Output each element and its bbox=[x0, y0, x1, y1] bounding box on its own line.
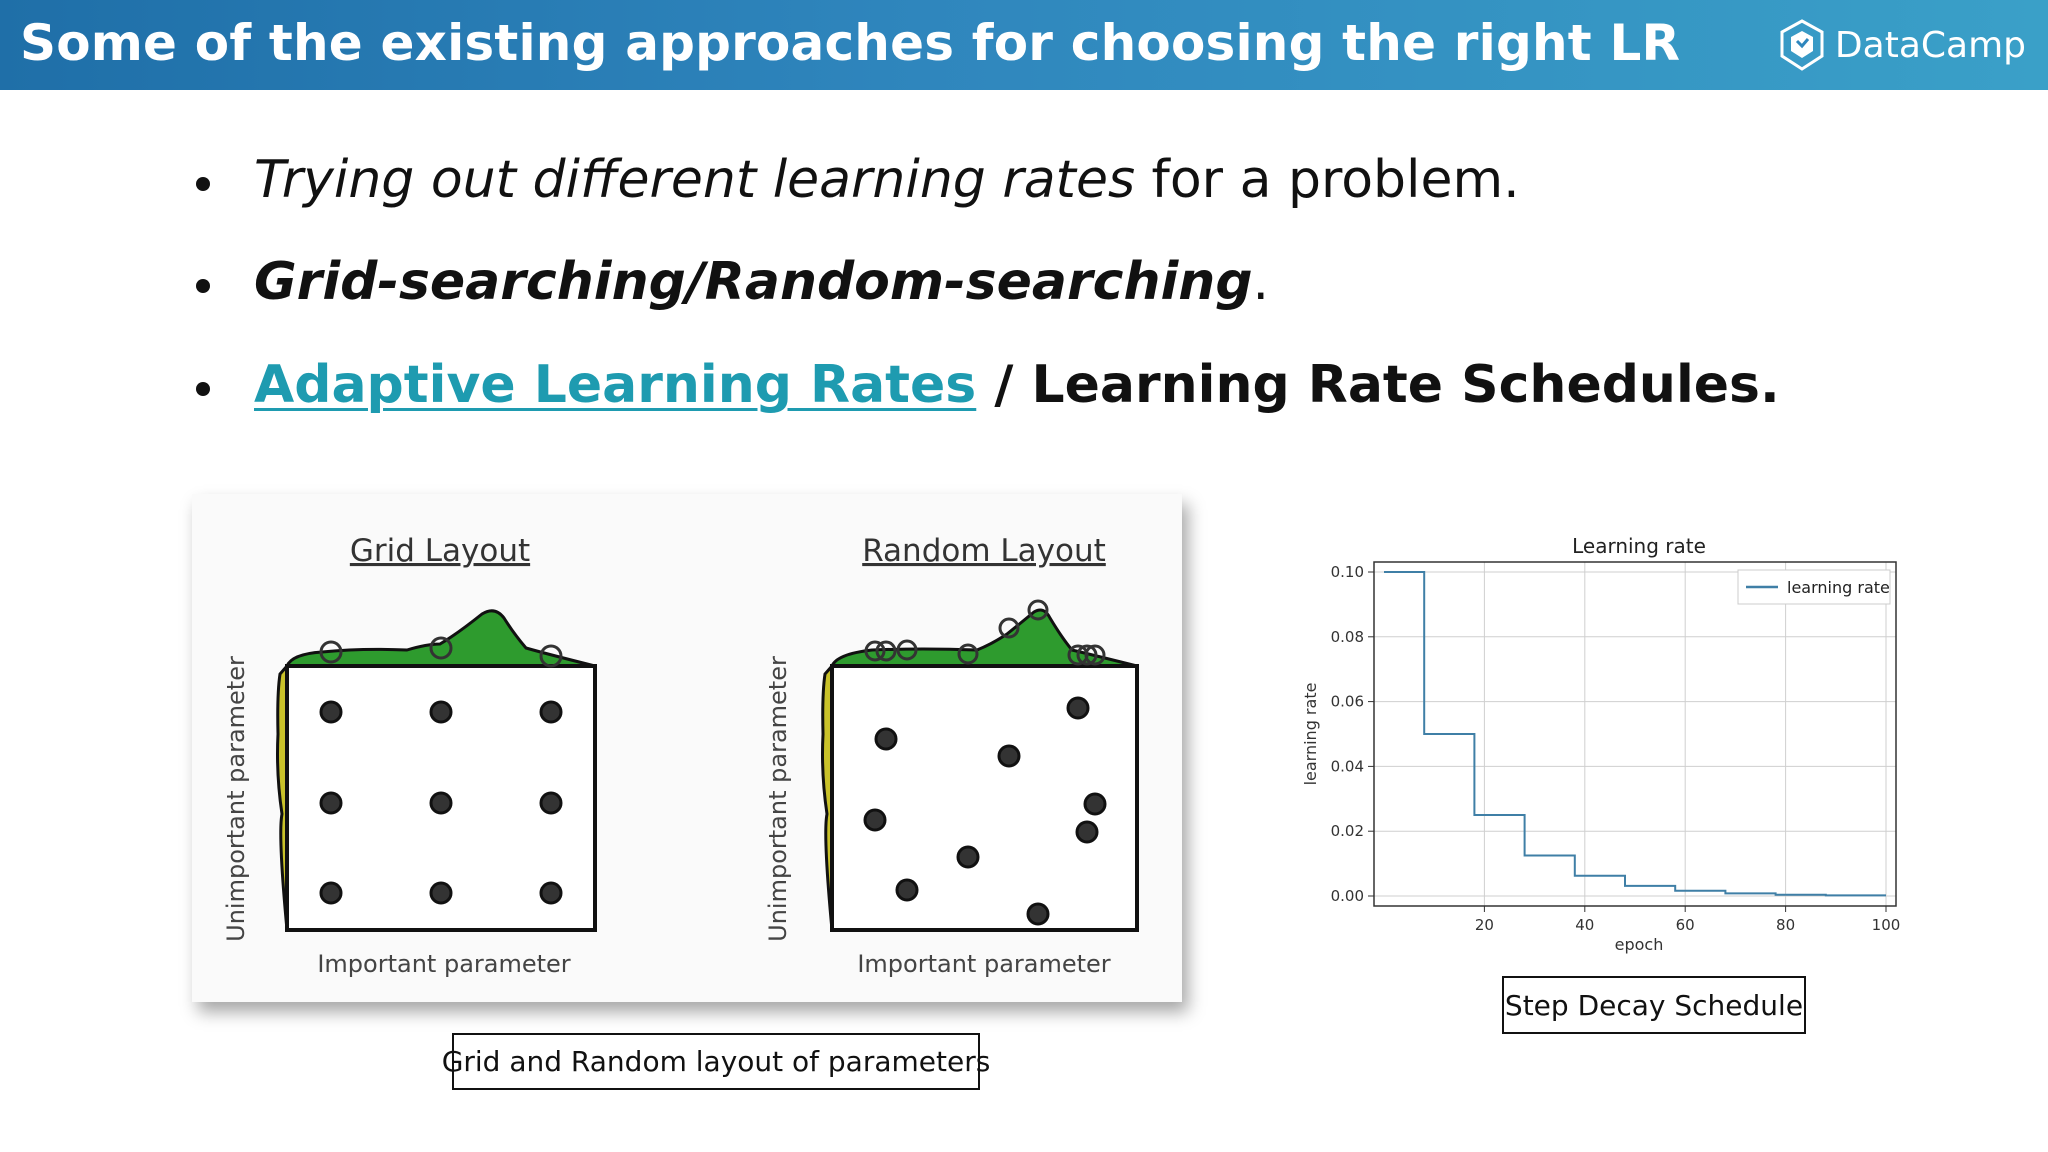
x-tick-label: 40 bbox=[1575, 916, 1594, 934]
grid-importance-curve bbox=[284, 609, 596, 668]
x-tick-label: 60 bbox=[1676, 916, 1695, 934]
random-projections bbox=[864, 599, 1106, 666]
bullet-text-1: Trying out different learning rates for … bbox=[254, 150, 1520, 210]
random-importance-curve bbox=[829, 608, 1138, 668]
chart-grid bbox=[1374, 562, 1896, 906]
chart-legend: learning rate bbox=[1737, 569, 1891, 605]
random-y-label: Unimportant parameter bbox=[764, 656, 792, 942]
random-x-label: Important parameter bbox=[857, 950, 1110, 978]
bullet-1-rest: for a problem. bbox=[1135, 150, 1520, 210]
grid-points bbox=[319, 700, 563, 905]
x-tick-label: 80 bbox=[1776, 916, 1795, 934]
chart-plot-frame bbox=[1373, 561, 1897, 907]
grid-unimportance-curve bbox=[276, 662, 289, 931]
random-unimportance-curve bbox=[821, 662, 834, 931]
grid-layout-title: Grid Layout bbox=[350, 533, 530, 569]
y-axis-label: learning rate bbox=[1301, 683, 1320, 786]
y-tick-label: 0.02 bbox=[1331, 822, 1364, 840]
slide-title: Some of the existing approaches for choo… bbox=[20, 14, 1681, 72]
random-points bbox=[863, 696, 1107, 926]
lr-chart-svg: Learning rate 20 40 60 80 100 0.00 0.02 0.04 0.0… bbox=[1301, 534, 1901, 954]
legend-label: learning rate bbox=[1787, 578, 1890, 597]
bullet-dot bbox=[196, 177, 210, 191]
lr-chart: Learning rate 20 40 60 80 100 0.00 0.02 0.04 0.0… bbox=[1290, 520, 1930, 970]
y-tick-label: 0.06 bbox=[1331, 693, 1364, 711]
layout-figure-caption: Grid and Random layout of parameters bbox=[442, 1033, 990, 1090]
bullet-2-rest: . bbox=[1252, 252, 1270, 312]
random-layout-title: Random Layout bbox=[862, 533, 1106, 569]
slide-header: Some of the existing approaches for choo… bbox=[0, 0, 2048, 90]
lr-series-line bbox=[1384, 571, 1886, 897]
bullet-text-2: Grid-searching/Random-searching. bbox=[254, 252, 1269, 312]
brand[interactable]: DataCamp bbox=[1777, 18, 2026, 72]
brand-name: DataCamp bbox=[1834, 24, 2026, 66]
bullet-3-rest: / Learning Rate Schedules. bbox=[976, 355, 1780, 415]
y-tick-label: 0.10 bbox=[1331, 563, 1364, 581]
grid-y-label: Unimportant parameter bbox=[222, 656, 250, 942]
y-tick-label: 0.00 bbox=[1331, 887, 1364, 905]
bullet-2-emphasis: Grid-searching/Random-searching bbox=[254, 252, 1253, 312]
step-decay-caption: Step Decay Schedule bbox=[1502, 976, 1806, 1034]
x-tick-label: 20 bbox=[1475, 916, 1494, 934]
x-tick-label: 100 bbox=[1872, 916, 1901, 934]
layout-figure: Grid Layout Unimportant parameter Import… bbox=[192, 494, 1182, 1002]
bullet-1-emphasis: Trying out different learning rates bbox=[254, 150, 1136, 210]
grid-projections bbox=[319, 636, 563, 668]
chart-title: Learning rate bbox=[1572, 534, 1706, 558]
y-tick-label: 0.04 bbox=[1331, 757, 1364, 775]
grid-x-label: Important parameter bbox=[317, 950, 570, 978]
x-axis-label: epoch bbox=[1615, 935, 1664, 954]
bullet-dot bbox=[196, 382, 210, 396]
y-tick-label: 0.08 bbox=[1331, 628, 1364, 646]
grid-random-layout-illustration: Grid Layout Unimportant parameter Import… bbox=[222, 533, 1139, 978]
adaptive-learning-rates-link[interactable]: Adaptive Learning Rates bbox=[254, 355, 977, 415]
bullet-dot bbox=[196, 279, 210, 293]
datacamp-logo-icon bbox=[1780, 19, 1824, 71]
bullet-text-3: Adaptive Learning Rates / Learning Rate … bbox=[254, 355, 1780, 415]
